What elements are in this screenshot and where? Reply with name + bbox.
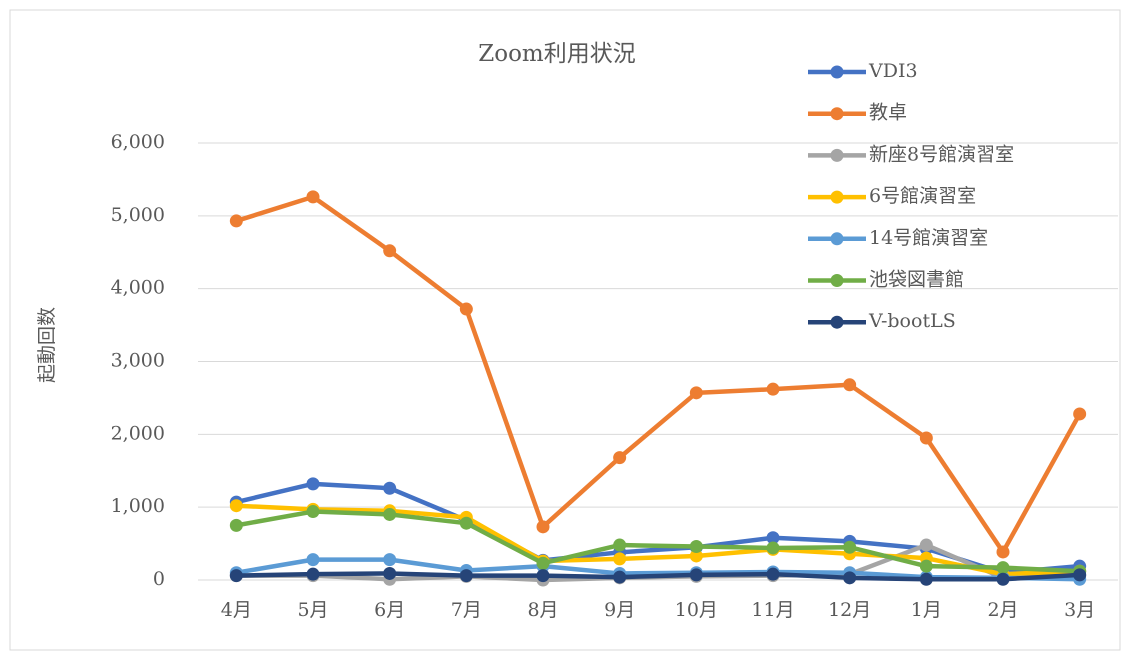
data-point: [919, 431, 933, 445]
legend-marker: [830, 65, 844, 79]
x-tick-label: 12月: [828, 599, 871, 621]
y-tick-label: 1,000: [111, 495, 165, 517]
series-line: [235, 194, 1082, 555]
data-point: [306, 553, 320, 567]
x-tick-label: 2月: [987, 599, 1018, 621]
data-point: [613, 451, 627, 465]
x-tick-label: 1月: [911, 599, 942, 621]
y-tick-label: 0: [153, 568, 165, 590]
legend-marker: [830, 315, 844, 329]
data-point: [613, 552, 627, 566]
legend-label: 14号館演習室: [869, 227, 988, 249]
x-tick-label: 6月: [374, 599, 405, 621]
data-point: [919, 572, 933, 586]
data-point: [843, 378, 857, 392]
data-point: [1073, 407, 1087, 421]
data-point: [383, 553, 397, 567]
data-point: [306, 567, 320, 581]
x-tick-label: 8月: [527, 599, 558, 621]
data-point: [383, 481, 397, 495]
data-point: [536, 520, 550, 534]
legend-label: 新座8号館演習室: [869, 143, 1014, 165]
x-tick-label: 11月: [751, 599, 794, 621]
y-axis-label: 起動回数: [36, 307, 58, 383]
x-tick-label: 9月: [604, 599, 635, 621]
data-point: [306, 477, 320, 491]
data-point: [843, 540, 857, 554]
data-point: [919, 559, 933, 573]
data-point: [613, 570, 627, 584]
data-point: [766, 531, 780, 545]
data-point: [689, 568, 703, 582]
data-point: [996, 572, 1010, 586]
legend-marker: [830, 107, 844, 121]
chart-title: Zoom利用状況: [478, 41, 636, 67]
legend-marker: [830, 148, 844, 162]
legend-marker: [830, 232, 844, 246]
data-point: [459, 302, 473, 316]
y-tick-label: 6,000: [111, 131, 165, 153]
legend-marker: [830, 274, 844, 287]
legend-label: VDI3: [868, 60, 918, 82]
data-point: [536, 569, 550, 583]
data-point: [306, 190, 320, 204]
data-point: [843, 571, 857, 585]
data-point: [919, 538, 933, 552]
data-point: [459, 569, 473, 583]
data-point: [766, 541, 780, 555]
legend-label: 池袋図書館: [869, 269, 964, 291]
chart-border: [9, 9, 1121, 651]
data-point: [689, 549, 703, 563]
data-point: [536, 556, 550, 570]
data-point: [229, 499, 243, 513]
x-tick-label: 7月: [451, 599, 482, 621]
data-point: [306, 505, 320, 519]
data-point: [383, 566, 397, 580]
legend-label: 6号館演習室: [869, 185, 976, 207]
legend-label: 教卓: [869, 102, 907, 124]
data-point: [689, 386, 703, 400]
y-tick-label: 2,000: [111, 422, 165, 444]
x-tick-label: 5月: [297, 599, 328, 621]
data-point: [459, 516, 473, 530]
legend-label: V-bootLS: [868, 310, 956, 332]
data-point: [383, 244, 397, 258]
y-tick-label: 5,000: [111, 204, 165, 226]
data-point: [1073, 568, 1087, 582]
data-point: [383, 507, 397, 521]
series-line: [235, 509, 1080, 574]
x-tick-label: 3月: [1064, 599, 1095, 621]
data-point: [766, 382, 780, 396]
data-point: [229, 518, 243, 532]
x-tick-label: 10月: [675, 599, 718, 621]
data-point: [229, 569, 243, 583]
data-point: [766, 567, 780, 581]
x-tick-label: 4月: [221, 599, 252, 621]
y-tick-label: 3,000: [111, 350, 165, 372]
y-tick-label: 4,000: [111, 277, 165, 299]
data-point: [613, 538, 627, 552]
legend-marker: [830, 190, 844, 204]
data-point: [996, 561, 1010, 575]
series-line: [236, 571, 1080, 582]
series-line: [236, 503, 1080, 577]
data-point: [689, 539, 703, 553]
data-point: [996, 545, 1010, 559]
data-point: [229, 214, 243, 228]
